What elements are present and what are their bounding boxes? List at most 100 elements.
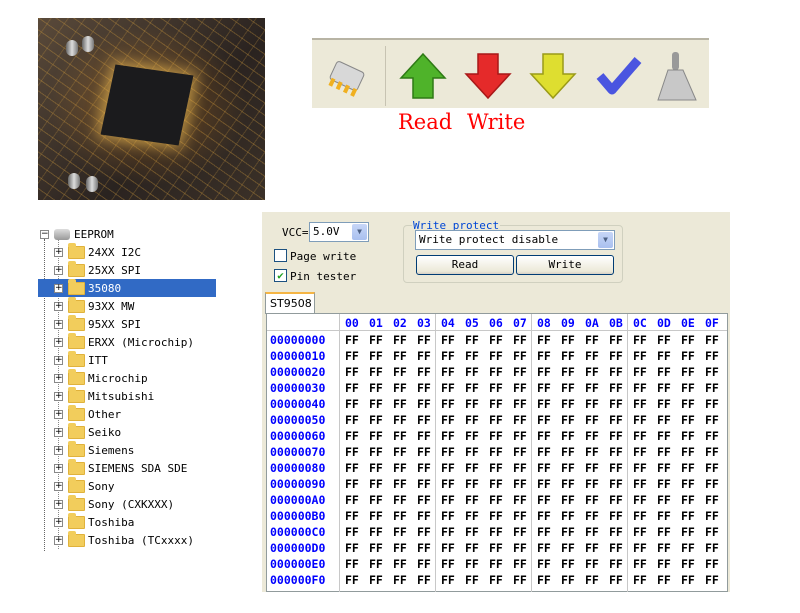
tree-item[interactable]: + Other [38, 404, 216, 423]
hex-byte[interactable]: FF [441, 365, 455, 379]
hex-byte[interactable]: FF [513, 573, 527, 587]
hex-byte[interactable]: FF [513, 509, 527, 523]
hex-byte[interactable]: FF [705, 461, 719, 475]
hex-byte[interactable]: FF [513, 525, 527, 539]
hex-byte[interactable]: FF [561, 413, 575, 427]
hex-byte[interactable]: FF [465, 461, 479, 475]
vcc-select[interactable]: 5.0V ▼ [309, 222, 369, 242]
hex-byte[interactable]: FF [561, 541, 575, 555]
hex-byte[interactable]: FF [417, 397, 431, 411]
hex-byte[interactable]: FF [537, 445, 551, 459]
hex-byte[interactable]: FF [633, 477, 647, 491]
hex-byte[interactable]: FF [609, 541, 623, 555]
hex-byte[interactable]: FF [345, 509, 359, 523]
hex-byte[interactable]: FF [609, 349, 623, 363]
hex-byte[interactable]: FF [585, 461, 599, 475]
hex-byte[interactable]: FF [369, 381, 383, 395]
hex-byte[interactable]: FF [585, 333, 599, 347]
hex-byte[interactable]: FF [513, 477, 527, 491]
hex-byte[interactable]: FF [537, 573, 551, 587]
hex-byte[interactable]: FF [345, 541, 359, 555]
hex-byte[interactable]: FF [465, 573, 479, 587]
hex-byte[interactable]: FF [561, 557, 575, 571]
hex-byte[interactable]: FF [441, 429, 455, 443]
tree-item[interactable]: +35080 [38, 278, 216, 297]
hex-byte[interactable]: FF [705, 349, 719, 363]
hex-byte[interactable]: FF [441, 333, 455, 347]
tab-st9508[interactable]: ST9508 [265, 292, 315, 314]
collapse-icon[interactable]: − [40, 228, 49, 239]
hex-byte[interactable]: FF [417, 333, 431, 347]
hex-byte[interactable]: FF [441, 477, 455, 491]
hex-byte[interactable]: FF [561, 493, 575, 507]
hex-byte[interactable]: FF [369, 477, 383, 491]
hex-byte[interactable]: FF [345, 365, 359, 379]
hex-byte[interactable]: FF [465, 349, 479, 363]
hex-byte[interactable]: FF [657, 365, 671, 379]
hex-byte[interactable]: FF [465, 365, 479, 379]
hex-byte[interactable]: FF [681, 509, 695, 523]
hex-byte[interactable]: FF [585, 541, 599, 555]
hex-byte[interactable]: FF [369, 493, 383, 507]
hex-byte[interactable]: FF [369, 349, 383, 363]
hex-byte[interactable]: FF [537, 397, 551, 411]
tree-item[interactable]: + Sony (CXKXXX) [38, 494, 216, 513]
hex-byte[interactable]: FF [417, 349, 431, 363]
hex-byte[interactable]: FF [369, 365, 383, 379]
hex-byte[interactable]: FF [561, 429, 575, 443]
pin-tester-checkbox[interactable]: ✔ [274, 269, 287, 282]
hex-byte[interactable]: FF [657, 493, 671, 507]
hex-byte[interactable]: FF [513, 557, 527, 571]
hex-byte[interactable]: FF [489, 541, 503, 555]
hex-byte[interactable]: FF [393, 573, 407, 587]
hex-byte[interactable]: FF [609, 461, 623, 475]
hex-byte[interactable]: FF [537, 477, 551, 491]
hex-byte[interactable]: FF [393, 429, 407, 443]
hex-byte[interactable]: FF [585, 349, 599, 363]
hex-byte[interactable]: FF [657, 429, 671, 443]
hex-byte[interactable]: FF [561, 445, 575, 459]
hex-byte[interactable]: FF [513, 381, 527, 395]
hex-byte[interactable]: FF [465, 525, 479, 539]
hex-byte[interactable]: FF [369, 397, 383, 411]
hex-byte[interactable]: FF [561, 573, 575, 587]
hex-byte[interactable]: FF [609, 397, 623, 411]
hex-byte[interactable]: FF [345, 413, 359, 427]
hex-byte[interactable]: FF [489, 397, 503, 411]
hex-byte[interactable]: FF [393, 477, 407, 491]
hex-byte[interactable]: FF [489, 477, 503, 491]
hex-byte[interactable]: FF [609, 445, 623, 459]
hex-byte[interactable]: FF [489, 525, 503, 539]
tree-item[interactable]: + Microchip [38, 368, 216, 387]
hex-byte[interactable]: FF [345, 429, 359, 443]
hex-byte[interactable]: FF [345, 333, 359, 347]
hex-byte[interactable]: FF [537, 349, 551, 363]
expand-icon[interactable]: + [54, 480, 63, 491]
hex-byte[interactable]: FF [681, 445, 695, 459]
hex-byte[interactable]: FF [561, 525, 575, 539]
write-arrow-down-icon[interactable] [463, 50, 513, 102]
hex-byte[interactable]: FF [513, 445, 527, 459]
hex-byte[interactable]: FF [609, 509, 623, 523]
hex-byte[interactable]: FF [441, 493, 455, 507]
hex-byte[interactable]: FF [561, 365, 575, 379]
hex-byte[interactable]: FF [417, 557, 431, 571]
hex-byte[interactable]: FF [705, 429, 719, 443]
hex-byte[interactable]: FF [657, 349, 671, 363]
hex-byte[interactable]: FF [561, 381, 575, 395]
hex-byte[interactable]: FF [609, 557, 623, 571]
hex-byte[interactable]: FF [609, 365, 623, 379]
hex-byte[interactable]: FF [657, 461, 671, 475]
hex-byte[interactable]: FF [585, 509, 599, 523]
hex-byte[interactable]: FF [609, 493, 623, 507]
hex-byte[interactable]: FF [609, 413, 623, 427]
tree-item[interactable]: + Siemens [38, 440, 216, 459]
hex-byte[interactable]: FF [489, 333, 503, 347]
hex-byte[interactable]: FF [609, 429, 623, 443]
hex-byte[interactable]: FF [705, 493, 719, 507]
hex-byte[interactable]: FF [369, 557, 383, 571]
tree-item[interactable]: + ITT [38, 350, 216, 369]
tree-item[interactable]: + Mitsubishi [38, 386, 216, 405]
hex-byte[interactable]: FF [633, 381, 647, 395]
hex-byte[interactable]: FF [585, 573, 599, 587]
